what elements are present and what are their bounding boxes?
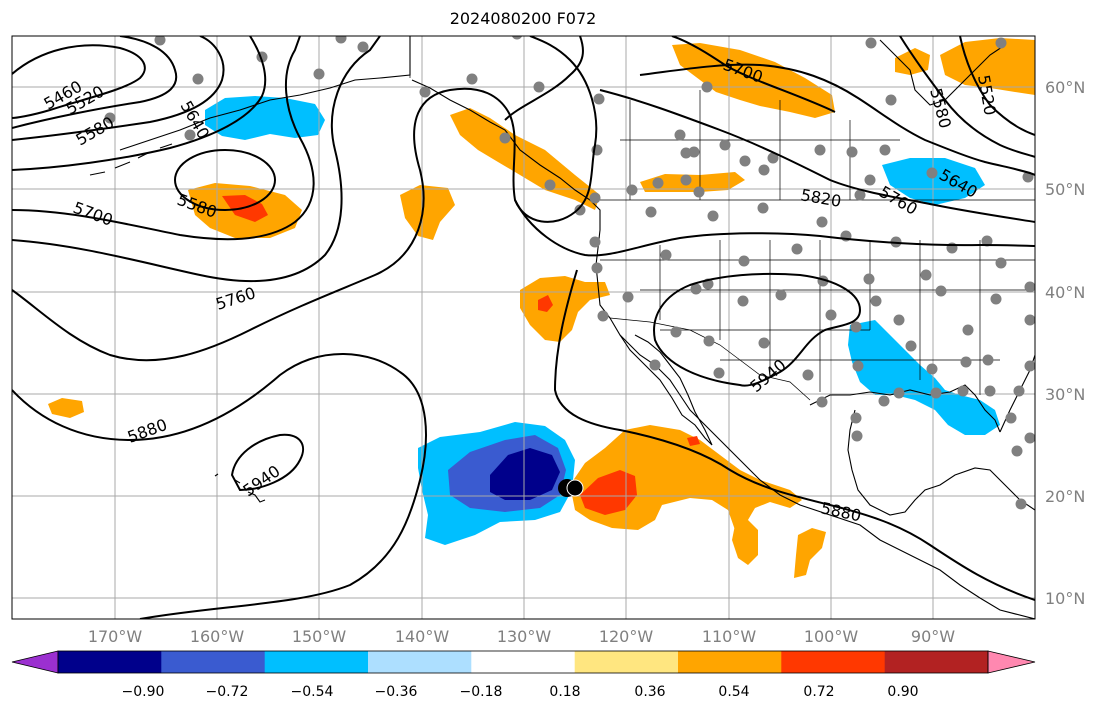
lat-label: 50°N [1045,180,1085,199]
positive-anomaly-canada [640,172,745,192]
lon-label: 110°W [702,627,757,646]
colorbar [11,650,1036,674]
colorbar-tick-label: −0.90 [122,684,165,700]
lon-label: 90°W [911,627,955,646]
lat-label: 60°N [1045,78,1085,97]
negative-anomaly-alaska [205,96,325,140]
positive-anomaly-north [672,43,835,118]
shading-layer [48,38,1035,578]
colorbar-tick-label: 0.90 [887,684,918,700]
colorbar-segment [574,651,679,673]
colorbar-segment [471,651,576,673]
lat-label: 10°N [1045,589,1085,608]
colorbar-tick-label: −0.36 [375,684,418,700]
lat-label: 30°N [1045,385,1085,404]
positive-anomaly-baja-core [580,470,637,515]
colorbar-segment [264,651,369,673]
colorbar-tick-label: 0.18 [549,684,580,700]
borders [409,36,1035,401]
colorbar-tick-label: 0.72 [803,684,834,700]
colorbar-segment [678,651,782,673]
map-area: 5460 5520 5580 5640 5580 5700 5760 5880 … [12,36,1035,619]
colorbar-tick-label: 0.36 [634,684,665,700]
lon-label: 140°W [395,627,450,646]
colorbar-segment [884,651,989,673]
colorbar-segment [368,651,472,673]
longitude-labels: 170°W 160°W 150°W 140°W 130°W 120°W 110°… [88,627,955,646]
latitude-labels: 60°N 50°N 40°N 30°N 20°N 10°N [1045,78,1085,608]
storm-center-icon [558,479,584,497]
positive-anomaly-subtropic [48,398,84,418]
colorbar-frame [57,650,989,674]
colorbar-segment [781,651,886,673]
coastlines [89,36,1035,619]
lon-label: 120°W [599,627,654,646]
map-title: 2024080200 F072 [449,9,597,28]
lat-label: 40°N [1045,283,1085,302]
lon-label: 150°W [292,627,347,646]
positive-anomaly-california-core [538,295,553,312]
lon-label: 170°W [88,627,143,646]
negative-anomaly-southeast [848,320,1000,435]
height-contours [12,36,1035,619]
station-markers [104,36,1035,510]
lon-label: 130°W [497,627,552,646]
colorbar-segment [161,651,266,673]
positive-anomaly-coast [450,108,600,210]
lon-label: 100°W [804,627,859,646]
negative-anomaly-eastern-pacific-core [490,448,560,500]
colorbar-tick-label: −0.54 [291,684,334,700]
colorbar-extend-min [11,650,59,674]
lat-label: 20°N [1045,487,1085,506]
colorbar-ticks: −0.90 −0.72 −0.54 −0.36 −0.18 0.18 0.36 … [122,684,919,700]
lon-label: 160°W [190,627,245,646]
positive-anomaly-140w [400,185,455,240]
positive-anomaly-mexico-1 [732,520,758,565]
colorbar-tick-label: −0.72 [206,684,249,700]
colorbar-segment [58,651,162,673]
colorbar-extend-max [987,650,1036,674]
colorbar-tick-label: 0.54 [718,684,749,700]
positive-anomaly-baja-speck [687,436,700,446]
map-frame [11,35,1036,620]
colorbar-tick-label: −0.18 [460,684,503,700]
positive-anomaly-mexico-2 [794,528,826,578]
